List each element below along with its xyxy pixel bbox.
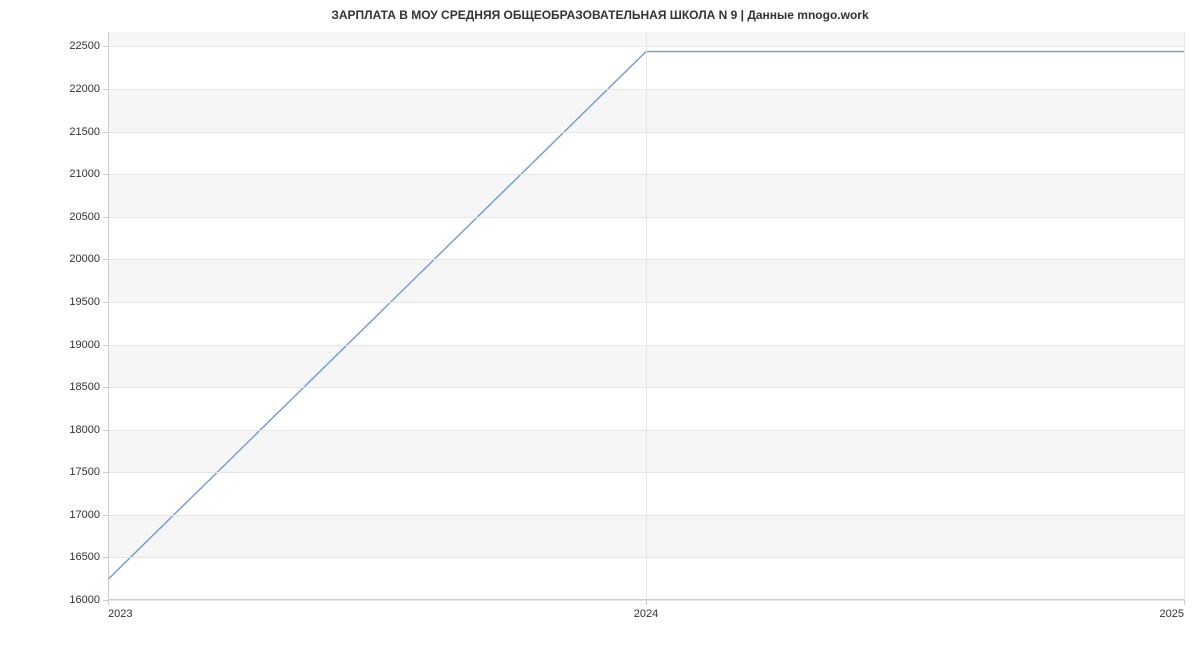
x-tick-mark	[646, 600, 647, 605]
y-axis-line	[108, 32, 109, 600]
x-tick-mark	[1184, 600, 1185, 605]
x-axis-line	[108, 599, 1184, 600]
y-tick-label: 21000	[69, 168, 100, 180]
y-tick-label: 22000	[69, 83, 100, 95]
gridline-vertical	[1184, 32, 1185, 600]
chart-title: ЗАРПЛАТА В МОУ СРЕДНЯЯ ОБЩЕОБРАЗОВАТЕЛЬН…	[0, 8, 1200, 22]
gridline-vertical	[646, 32, 647, 600]
y-tick-label: 18500	[69, 381, 100, 393]
x-tick-label: 2024	[634, 608, 658, 620]
y-tick-label: 17500	[69, 466, 100, 478]
y-tick-label: 19500	[69, 296, 100, 308]
y-tick-label: 22500	[69, 40, 100, 52]
y-tick-label: 20500	[69, 211, 100, 223]
y-tick-label: 18000	[69, 424, 100, 436]
y-tick-label: 16500	[69, 551, 100, 563]
plot-area: 1600016500170001750018000185001900019500…	[108, 32, 1184, 600]
y-tick-label: 21500	[69, 126, 100, 138]
y-tick-label: 19000	[69, 339, 100, 351]
y-tick-label: 16000	[69, 594, 100, 606]
y-tick-label: 17000	[69, 509, 100, 521]
y-tick-label: 20000	[69, 253, 100, 265]
x-tick-label: 2025	[1160, 608, 1184, 620]
x-tick-mark	[108, 600, 109, 605]
x-tick-label: 2023	[108, 608, 132, 620]
